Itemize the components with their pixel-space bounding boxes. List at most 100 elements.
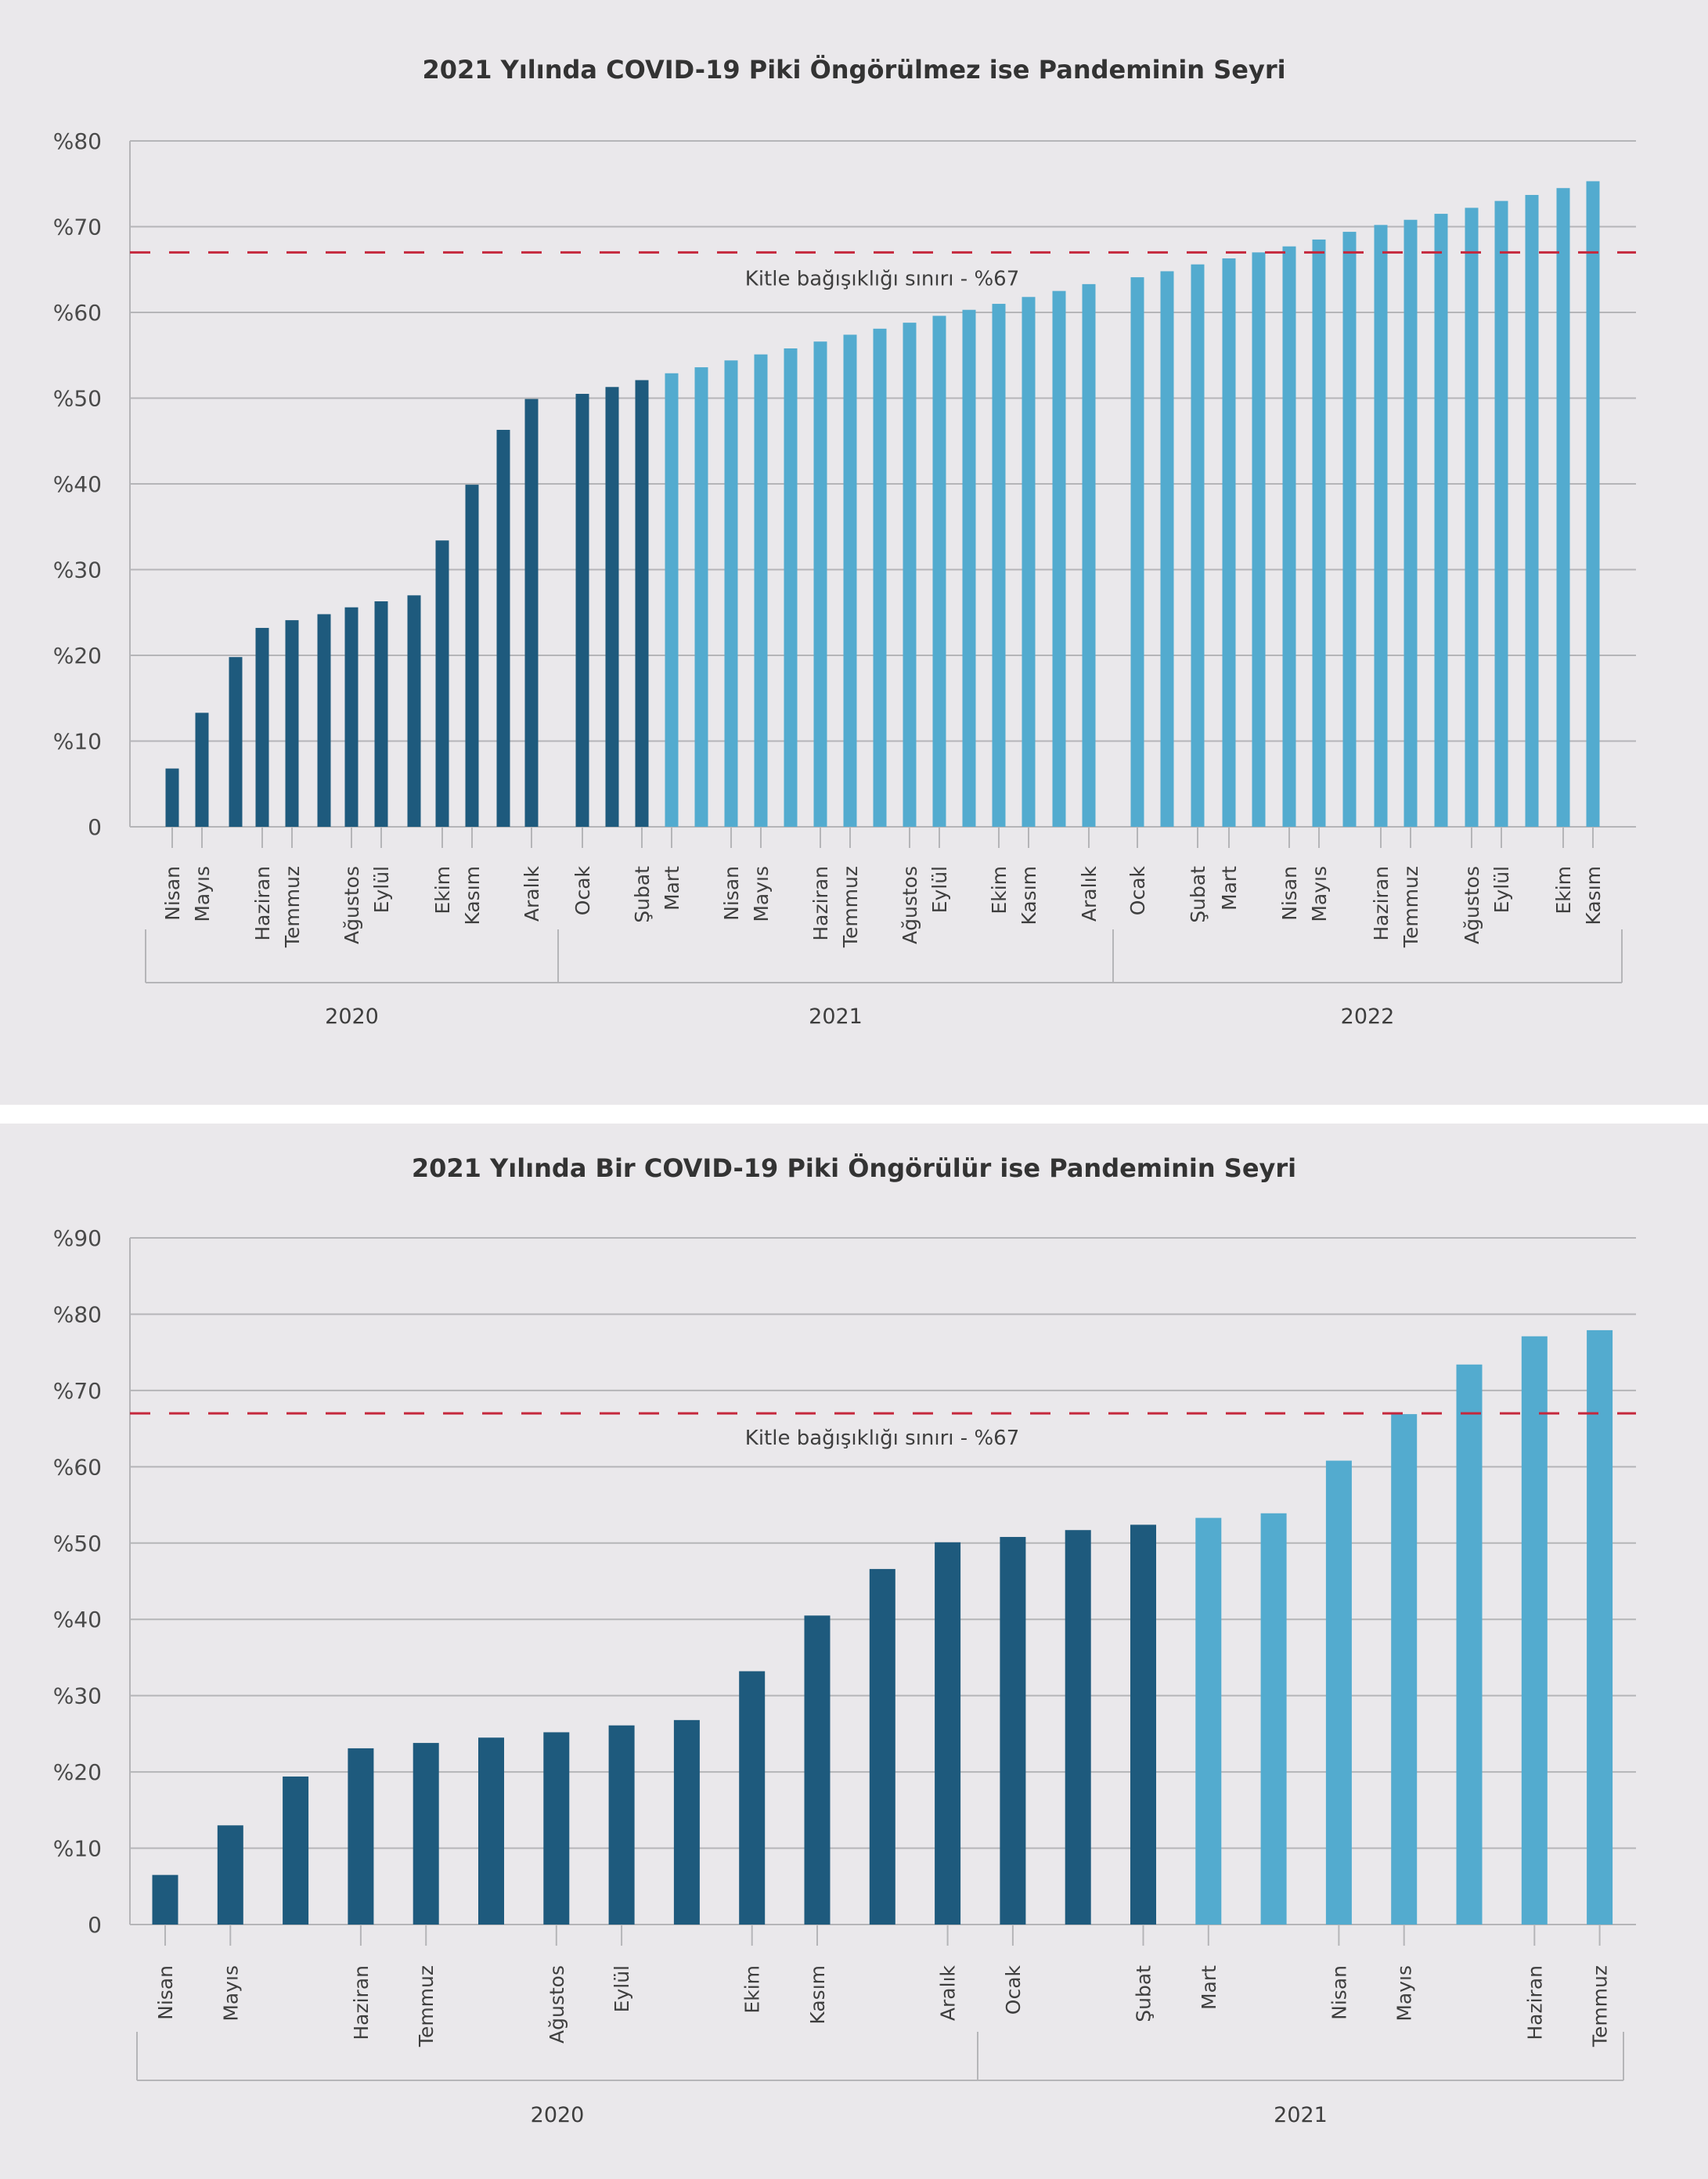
x-tick-label: Mart xyxy=(1218,866,1241,911)
x-tick-label: Şubat xyxy=(1133,1965,1155,2022)
x-tick-label: Aralık xyxy=(521,865,543,922)
bar xyxy=(374,601,388,827)
bar xyxy=(1195,1517,1222,1925)
y-tick-label: 0 xyxy=(88,1912,102,1938)
x-tick-label: Eylül xyxy=(928,866,951,913)
x-axis-ticks: Nisan Mayıs Haziran Temmuz Ağustos Eylül Ekim K… xyxy=(161,827,1605,948)
x-tick-label: Kasım xyxy=(806,1965,829,2025)
x-tick-label: Mayıs xyxy=(191,866,214,922)
y-tick-label: %90 xyxy=(53,1225,102,1251)
threshold-line-group: Kitle bağışıklığı sınırı - %67 xyxy=(130,251,1636,290)
year-label: 2021 xyxy=(1274,2103,1328,2127)
x-tick-label: Mayıs xyxy=(219,1965,242,2022)
y-tick-label: %50 xyxy=(53,1531,102,1557)
bar xyxy=(317,614,331,827)
bar xyxy=(285,620,299,827)
bar xyxy=(935,1542,961,1925)
chart-with-peak: 2021 Yılında Bir COVID-19 Piki Öngörülür… xyxy=(53,1153,1636,2127)
bar xyxy=(1404,219,1418,827)
bar xyxy=(1130,1524,1156,1925)
bar xyxy=(524,399,539,828)
y-tick-label: %10 xyxy=(53,729,102,755)
x-tick-label: Ekim xyxy=(988,866,1011,915)
x-tick-label: Temmuz xyxy=(1589,1965,1612,2047)
bar xyxy=(813,341,827,828)
y-tick-label: %80 xyxy=(53,128,102,154)
year-label: 2022 xyxy=(1341,1005,1395,1029)
year-label: 2021 xyxy=(809,1005,863,1029)
y-tick-label: 0 xyxy=(88,814,102,840)
bar xyxy=(724,360,738,827)
x-tick-label: Nisan xyxy=(161,866,184,921)
y-tick-label: %30 xyxy=(53,1683,102,1709)
bar xyxy=(1434,214,1448,827)
x-tick-label: Eylül xyxy=(370,866,393,913)
bar xyxy=(1052,290,1066,827)
bar xyxy=(962,309,976,828)
y-tick-label: %10 xyxy=(53,1836,102,1862)
bar xyxy=(1000,1536,1026,1925)
x-tick-label: Ocak xyxy=(1002,1964,1025,2015)
x-tick-label: Ağustos xyxy=(899,866,921,944)
x-tick-label: Kasım xyxy=(461,866,484,925)
chart-panel-with-peak: 2021 Yılında Bir COVID-19 Piki Öngörülür… xyxy=(0,1124,1708,2179)
bar xyxy=(1456,1364,1483,1925)
bar xyxy=(1130,277,1144,828)
bar xyxy=(283,1776,309,1925)
bar xyxy=(635,380,649,827)
x-tick-label: Temmuz xyxy=(839,866,862,948)
x-tick-label: Eylül xyxy=(1490,866,1513,913)
x-tick-label: Şubat xyxy=(631,866,654,923)
bar xyxy=(869,1568,895,1925)
bar xyxy=(1465,207,1479,827)
bar xyxy=(344,607,359,827)
bar xyxy=(1191,264,1205,827)
bar xyxy=(992,304,1006,827)
bar xyxy=(1160,271,1174,827)
bar xyxy=(255,627,269,827)
bar xyxy=(478,1737,504,1925)
bar xyxy=(1374,225,1388,827)
year-brackets: 2020 2021 2022 xyxy=(145,929,1623,1029)
bar xyxy=(1521,1336,1548,1925)
bar xyxy=(348,1748,374,1925)
bar xyxy=(1222,258,1236,827)
bar xyxy=(673,1719,700,1925)
y-tick-label: %20 xyxy=(53,643,102,669)
bar xyxy=(843,334,857,828)
bar xyxy=(1252,252,1266,828)
x-tick-label: Mayıs xyxy=(1393,1965,1416,2022)
bar xyxy=(1525,194,1539,828)
bar xyxy=(435,540,449,827)
x-tick-label: Haziran xyxy=(1523,1965,1546,2040)
x-tick-label: Mayıs xyxy=(750,866,773,922)
bar xyxy=(1282,246,1296,827)
y-axis-ticks: 0 %10 %20 %30 %40 %50 %60 %70 %80 xyxy=(53,128,102,840)
bar xyxy=(1312,239,1326,827)
x-tick-label: Nisan xyxy=(1278,866,1301,921)
y-tick-label: %70 xyxy=(53,1378,102,1404)
bar xyxy=(195,713,209,827)
year-label: 2020 xyxy=(325,1005,379,1029)
x-tick-label: Haziran xyxy=(350,1965,373,2040)
x-tick-label: Mart xyxy=(661,866,683,911)
bar xyxy=(1065,1530,1091,1925)
x-tick-label: Nisan xyxy=(154,1965,177,2020)
x-tick-label: Ocak xyxy=(1126,865,1149,915)
bar xyxy=(1586,181,1600,828)
bar xyxy=(784,348,798,827)
bar xyxy=(543,1732,570,1925)
y-axis-ticks: 0 %10 %20 %30 %40 %50 %60 %70 %80 %90 xyxy=(53,1225,102,1938)
threshold-line-group: Kitle bağışıklığı sınırı - %67 xyxy=(130,1412,1636,1450)
y-tick-label: %60 xyxy=(53,1454,102,1480)
x-tick-label: Nisan xyxy=(720,866,743,921)
bar xyxy=(1082,283,1096,827)
x-tick-label: Aralık xyxy=(937,1964,960,2021)
bar xyxy=(465,485,479,827)
chart-panel-no-peak: 2021 Yılında COVID-19 Piki Öngörülmez is… xyxy=(0,0,1708,1105)
x-tick-label: Haziran xyxy=(1370,866,1393,941)
year-brackets: 2020 2021 xyxy=(136,2032,1624,2127)
bar-series xyxy=(152,1329,1613,1925)
bar xyxy=(1556,188,1570,828)
bar xyxy=(1022,297,1036,827)
